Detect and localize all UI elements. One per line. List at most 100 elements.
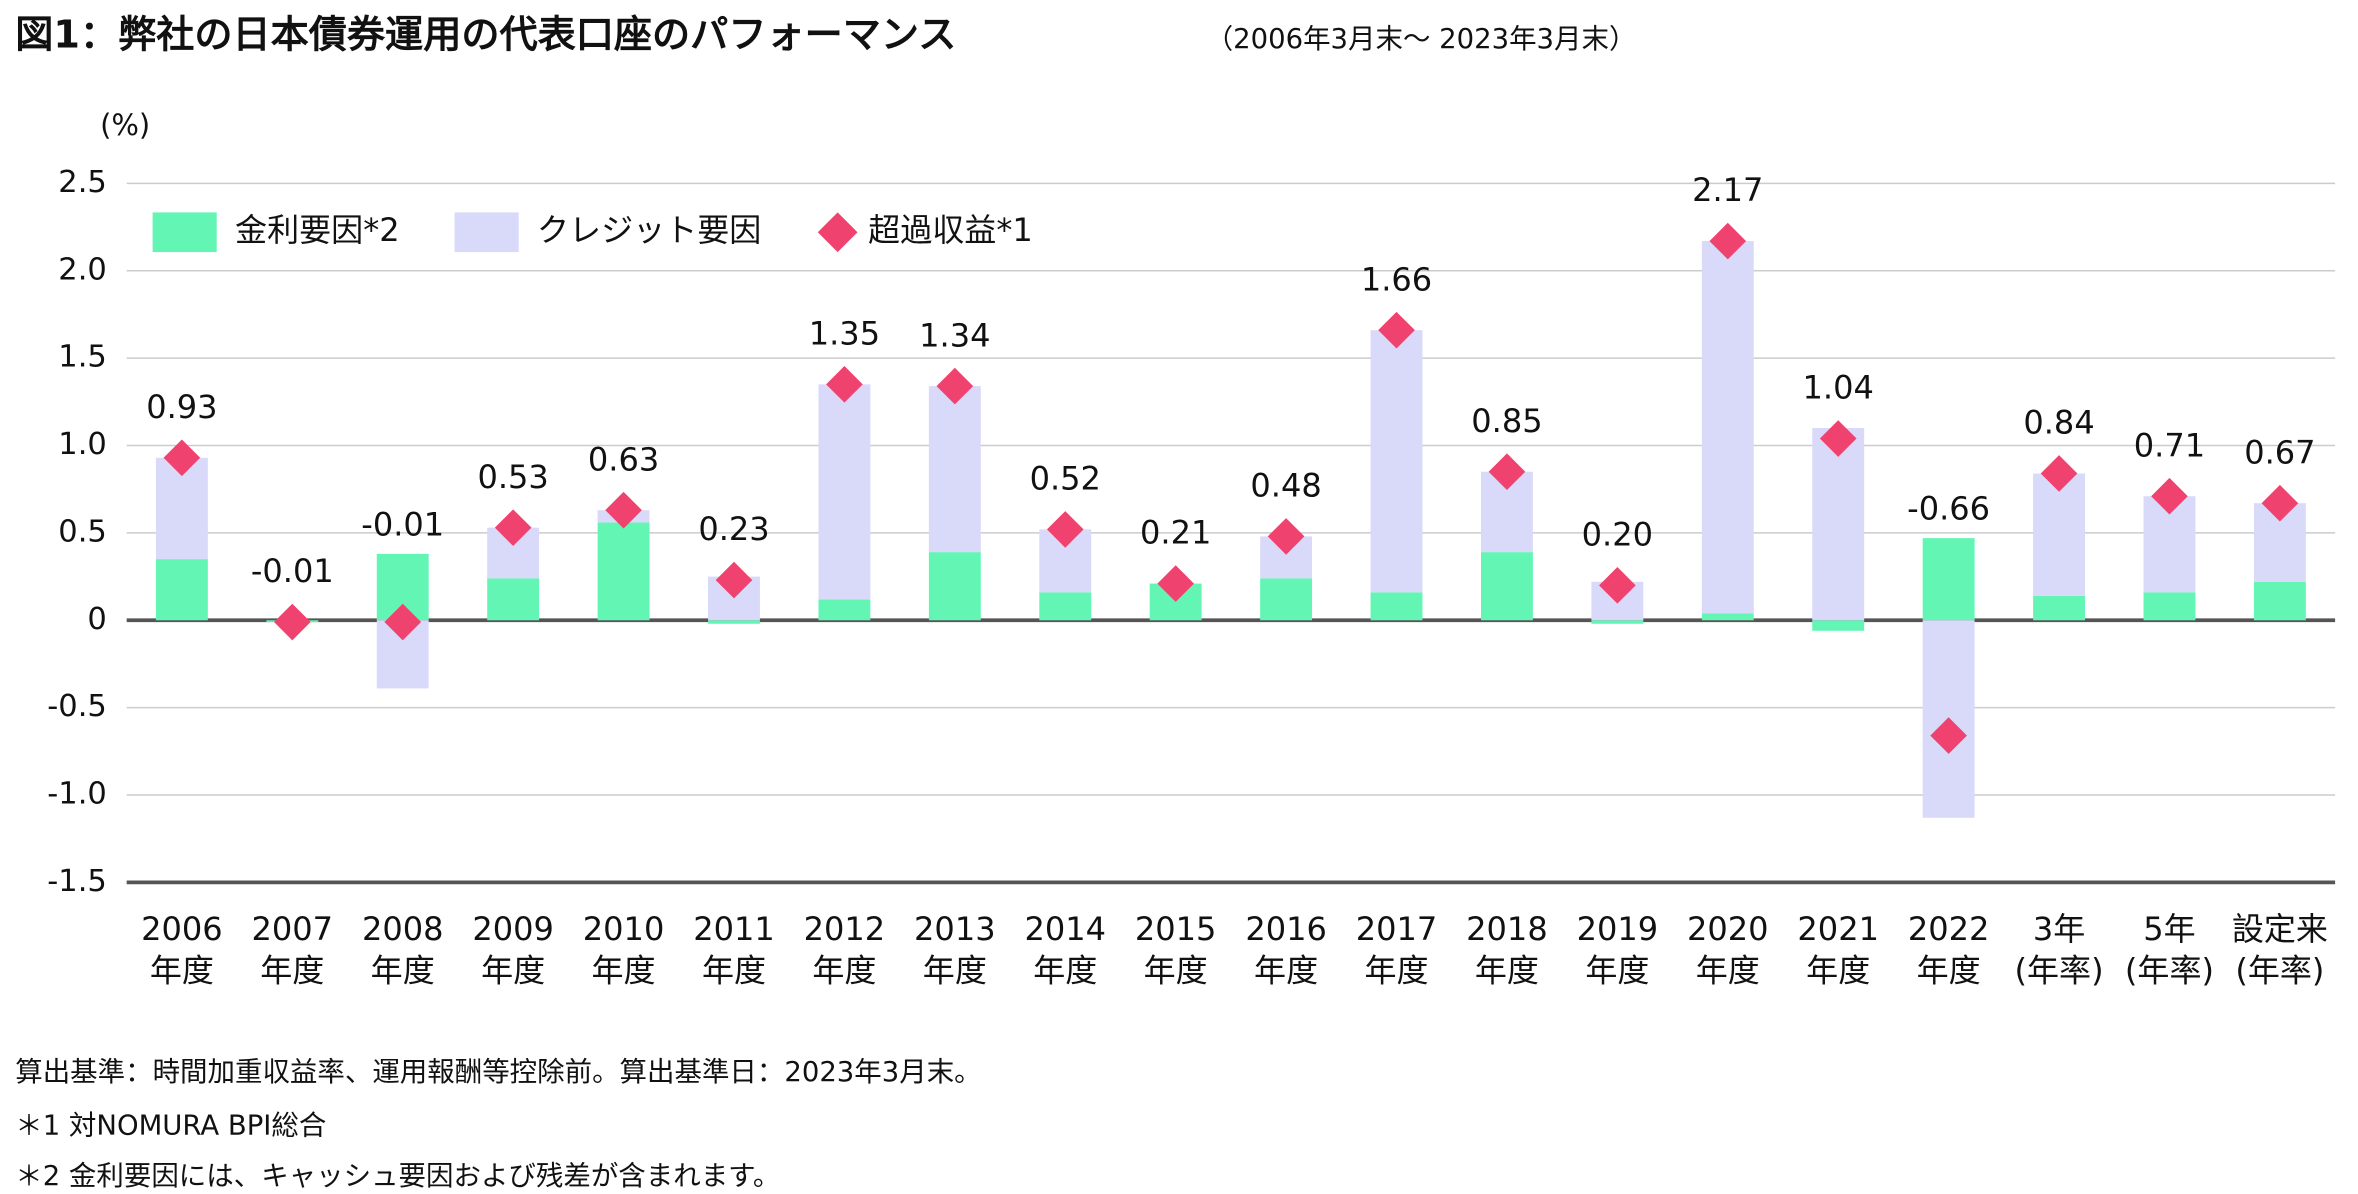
x-tick-label: 2009 (472, 910, 554, 948)
marker (1930, 717, 1967, 754)
x-tick-label: 2018 (1466, 910, 1548, 948)
legend-label: 超過収益*1 (868, 211, 1033, 249)
bar (1370, 330, 1423, 593)
bar (1922, 538, 1975, 621)
x-tick-label: 2008 (362, 910, 444, 948)
x-tick-label: 年度 (1254, 951, 1318, 989)
data-label: 0.23 (698, 510, 769, 548)
marker (1378, 311, 1415, 349)
note: ＊2 金利要因には、キャッシュ要因および残差が含まれます。 (15, 1161, 780, 1192)
x-tick-label: 年度 (1364, 951, 1428, 989)
x-tick-label: 3年 (2033, 910, 2085, 948)
bar (1591, 620, 1644, 624)
bar (597, 522, 650, 621)
y-tick-label: 2.5 (58, 165, 107, 200)
y-tick-label: 1.0 (58, 427, 107, 462)
bar (2143, 592, 2196, 621)
data-label: 1.35 (809, 315, 880, 353)
x-tick-label: 2013 (914, 910, 996, 948)
bar (1480, 552, 1533, 621)
x-tick-label: 年度 (1917, 951, 1981, 989)
bar (2033, 595, 2085, 621)
marker (715, 561, 753, 599)
x-tick-label: 2019 (1577, 910, 1659, 948)
marker (1599, 567, 1636, 604)
x-tick-label: 年度 (371, 951, 435, 989)
data-label: 0.63 (588, 440, 659, 478)
bar (818, 599, 871, 621)
x-tick-label: 年度 (1696, 951, 1760, 989)
y-tick-label: 2.0 (58, 252, 107, 287)
data-label: 1.04 (1803, 369, 1874, 407)
x-tick-label: 2016 (1245, 910, 1327, 948)
bar (1812, 620, 1865, 631)
data-label: 0.48 (1250, 467, 1321, 505)
x-tick-label: 2012 (804, 910, 886, 948)
legend-label: クレジット要因 (537, 211, 761, 249)
bar (155, 559, 208, 621)
x-tick-label: 設定来 (2232, 910, 2328, 948)
marker (273, 603, 311, 641)
x-tick-label: 2006 (141, 910, 223, 948)
x-tick-label: 5年 (2143, 910, 2195, 948)
x-tick-label: 2020 (1687, 910, 1769, 948)
bar (2033, 473, 2085, 596)
bar (928, 552, 981, 621)
x-tick-label: 年度 (481, 951, 545, 989)
bar (2253, 581, 2306, 621)
data-label: 0.53 (477, 458, 548, 496)
legend-swatch (454, 212, 519, 253)
marker (605, 491, 642, 529)
x-tick-label: (年率) (2125, 951, 2214, 989)
x-tick-label: 年度 (1144, 951, 1208, 989)
x-tick-label: 年度 (260, 951, 324, 989)
data-label: 1.66 (1361, 260, 1432, 298)
x-tick-label: 2014 (1024, 910, 1106, 948)
chart-title: 図1：弊社の日本債券運用の代表口座のパフォーマンス (15, 12, 956, 56)
data-label: 2.17 (1692, 171, 1763, 209)
bar (1039, 592, 1092, 621)
x-tick-label: (年率) (2235, 951, 2324, 989)
bar (708, 620, 760, 624)
legend-marker (817, 212, 858, 253)
x-tick-label: 2015 (1135, 910, 1217, 948)
data-label: -0.01 (251, 552, 334, 590)
data-label: 0.52 (1030, 460, 1101, 498)
y-axis-label: (%) (100, 108, 150, 142)
x-tick-label: 年度 (592, 951, 656, 989)
data-label: 1.34 (919, 316, 990, 354)
bar (1370, 592, 1423, 621)
data-label: 0.20 (1582, 515, 1653, 553)
note: 算出基準：時間加重収益率、運用報酬等控除前。算出基準日：2023年3月末。 (15, 1057, 981, 1088)
x-tick-label: 2007 (252, 910, 334, 948)
chart-subtitle: （2006年3月末～ 2023年3月末） (1206, 24, 1637, 55)
x-tick-label: (年率) (2014, 951, 2103, 989)
y-tick-label: -1.5 (47, 864, 107, 899)
bar (1260, 578, 1313, 621)
marker (1488, 453, 1526, 491)
legend-swatch (152, 212, 217, 253)
data-label: 0.93 (146, 388, 217, 426)
x-tick-label: 2011 (693, 910, 775, 948)
x-tick-label: 年度 (1585, 951, 1649, 989)
marker (384, 603, 422, 641)
marker (2040, 455, 2078, 492)
x-tick-label: 年度 (1475, 951, 1539, 989)
y-tick-label: 0 (87, 602, 106, 637)
marker (1267, 518, 1305, 555)
x-tick-label: 2017 (1356, 910, 1438, 948)
x-tick-label: 年度 (150, 951, 214, 989)
data-label: 0.71 (2134, 426, 2205, 464)
x-tick-label: 2010 (583, 910, 665, 948)
data-label: -0.66 (1907, 490, 1990, 528)
data-label: 0.84 (2023, 404, 2094, 442)
bar (487, 578, 540, 621)
y-tick-label: -1.0 (47, 777, 107, 812)
marker (936, 367, 974, 405)
y-tick-label: 0.5 (58, 514, 107, 549)
x-tick-label: 年度 (923, 951, 987, 989)
data-label: 0.67 (2244, 433, 2315, 471)
bar (818, 384, 871, 600)
